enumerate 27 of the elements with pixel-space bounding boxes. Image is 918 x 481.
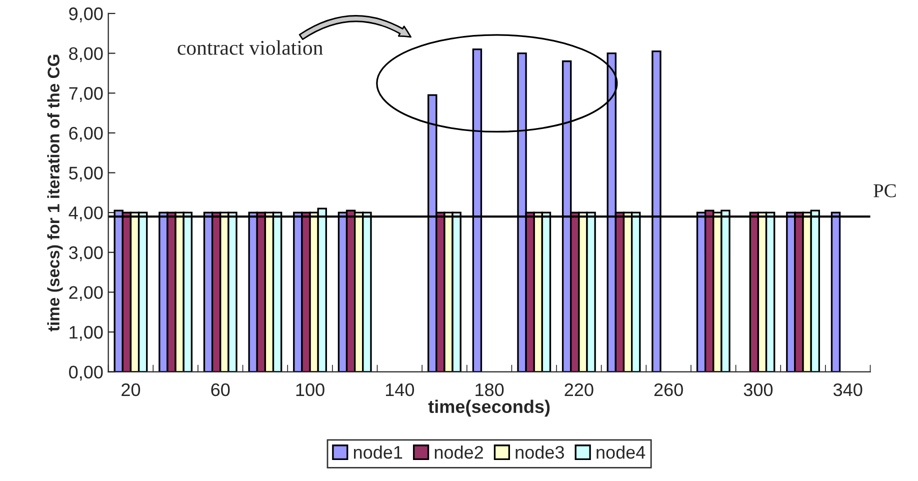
y-axis-title: time (secs) for 1 iteration of the CG [47,54,63,332]
x-tick-label: 100 [296,383,324,396]
y-tick-label: 3,00 [69,246,103,262]
legend-label: node4 [596,445,646,459]
y-tick-label: 8,00 [69,47,103,62]
y-tick-label: 9,00 [69,7,103,22]
x-tick-label: 60 [211,383,230,396]
ref-line-label: PC [874,184,896,198]
x-axis-title: time(seconds) [428,400,550,417]
x-tick-label: 340 [833,383,862,396]
x-tick-label: 300 [744,383,773,396]
x-tick-label: 20 [122,383,140,396]
y-tick-label: 1,00 [70,326,103,341]
x-tick-label: 140 [386,383,414,396]
legend-label: node3 [516,445,564,459]
y-tick-label: 5,00 [69,166,103,182]
y-tick-label: 0,00 [69,366,103,381]
y-tick-label: 2,00 [69,286,103,302]
annotation: contract violation [178,40,323,55]
legend-label: node2 [434,445,483,459]
x-tick-label: 180 [476,383,504,396]
y-tick-label: 7,00 [69,87,103,102]
y-tick-label: 4,00 [68,206,103,222]
legend-label: node1 [354,445,402,459]
x-tick-label: 260 [654,383,683,396]
y-tick-label: 6,00 [69,126,103,142]
x-tick-label: 220 [564,383,594,396]
